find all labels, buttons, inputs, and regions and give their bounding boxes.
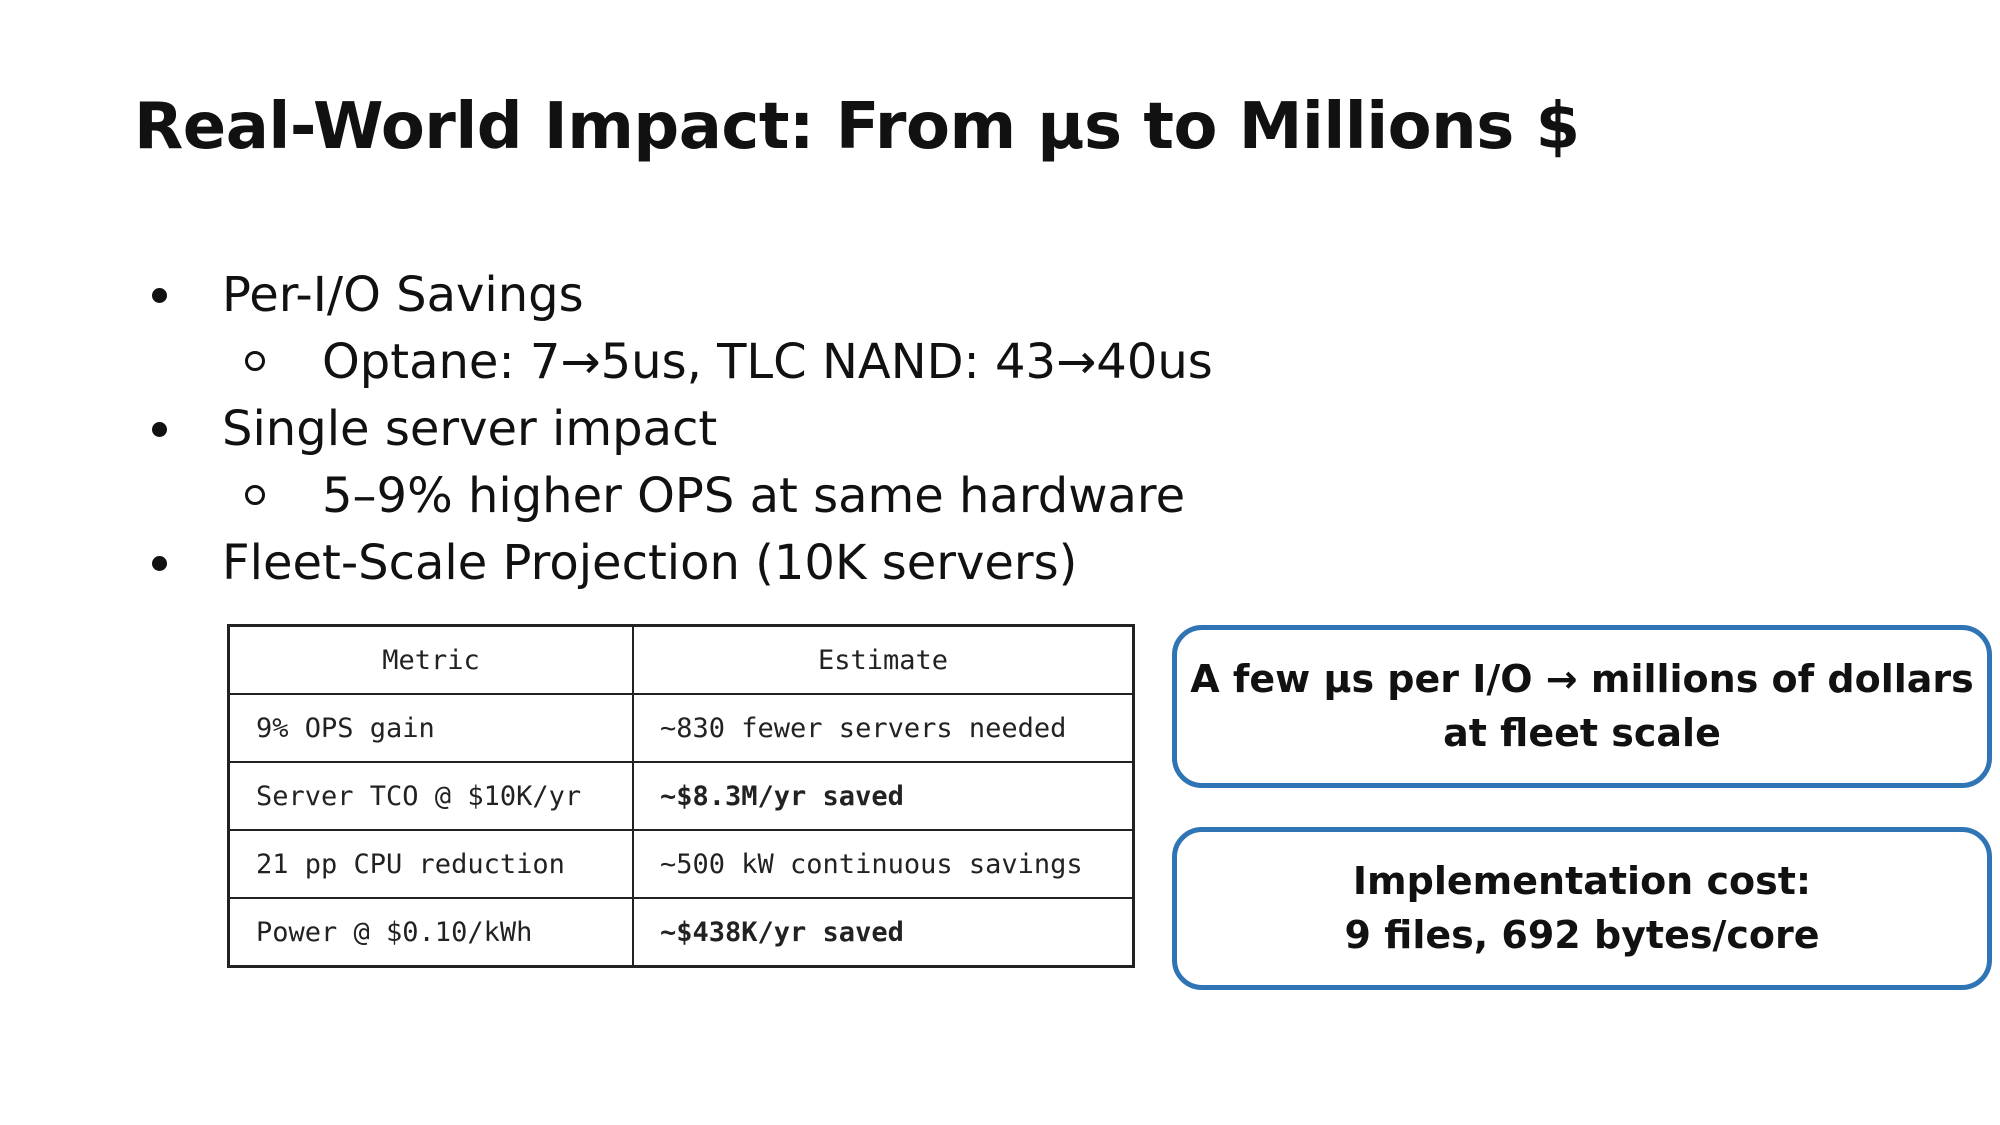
sub-bullet-item: 5–9% higher OPS at same hardware	[0, 463, 1400, 530]
table-row: Server TCO @ $10K/yr ~$8.3M/yr saved	[227, 761, 1135, 831]
bullet-item: Per-I/O Savings	[0, 262, 1400, 329]
column-header-estimate: Estimate	[632, 624, 1135, 695]
slide-title: Real-World Impact: From µs to Millions $	[134, 90, 1580, 164]
table-header-row: Metric Estimate	[227, 624, 1135, 695]
estimate-cell: ~$8.3M/yr saved	[632, 761, 1135, 831]
metric-cell: 21 pp CPU reduction	[227, 829, 634, 899]
metric-cell: Power @ $0.10/kWh	[227, 897, 634, 968]
filled-bullet-icon	[152, 556, 167, 571]
hollow-bullet-icon	[245, 351, 265, 371]
metric-cell: 9% OPS gain	[227, 693, 634, 763]
bullet-item: Fleet-Scale Projection (10K servers)	[0, 530, 1400, 597]
filled-bullet-icon	[152, 422, 167, 437]
estimate-cell: ~$438K/yr saved	[632, 897, 1135, 968]
bullet-text: Fleet-Scale Projection (10K servers)	[222, 535, 1078, 591]
callout-line: at fleet scale	[1443, 710, 1721, 755]
estimate-cell: ~830 fewer servers needed	[632, 693, 1135, 763]
callout-line: 9 files, 692 bytes/core	[1344, 912, 1820, 957]
hollow-bullet-icon	[245, 485, 265, 505]
bullet-item: Single server impact	[0, 396, 1400, 463]
bullet-text: Per-I/O Savings	[222, 267, 584, 323]
callout-box-implementation-cost: Implementation cost: 9 files, 692 bytes/…	[1172, 827, 1992, 990]
sub-bullet-text: Optane: 7→5us, TLC NAND: 43→40us	[322, 334, 1213, 390]
callout-line: Implementation cost:	[1352, 859, 1812, 904]
callout-line: A few µs per I/O → millions of dollars	[1190, 657, 1974, 702]
sub-bullet-item: Optane: 7→5us, TLC NAND: 43→40us	[0, 329, 1400, 396]
fleet-projection-table: Metric Estimate 9% OPS gain ~830 fewer s…	[227, 624, 1135, 968]
sub-bullet-text: 5–9% higher OPS at same hardware	[322, 468, 1186, 524]
table-row: Power @ $0.10/kWh ~$438K/yr saved	[227, 897, 1135, 968]
table-row: 9% OPS gain ~830 fewer servers needed	[227, 693, 1135, 763]
bullet-text: Single server impact	[222, 401, 718, 457]
metric-cell: Server TCO @ $10K/yr	[227, 761, 634, 831]
callout-box-fleet-impact: A few µs per I/O → millions of dollars a…	[1172, 625, 1992, 788]
filled-bullet-icon	[152, 288, 167, 303]
bullet-list: Per-I/O Savings Optane: 7→5us, TLC NAND:…	[0, 262, 1400, 597]
table-row: 21 pp CPU reduction ~500 kW continuous s…	[227, 829, 1135, 899]
column-header-metric: Metric	[227, 624, 634, 695]
estimate-cell: ~500 kW continuous savings	[632, 829, 1135, 899]
